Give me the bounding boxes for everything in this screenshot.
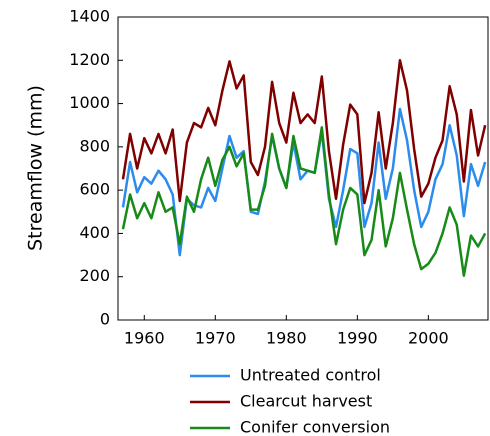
plot-frame: [117, 16, 489, 321]
y-tick-label: 800: [79, 136, 110, 155]
y-tick-label: 1000: [69, 93, 110, 112]
series-line: [121, 126, 487, 277]
x-tick-label: 1980: [266, 329, 307, 348]
x-tick-label: 2000: [408, 329, 449, 348]
y-tick-label: 200: [79, 266, 110, 285]
legend-label: Conifer conversion: [240, 418, 390, 436]
series-line: [121, 59, 487, 205]
x-tick-label: 1970: [195, 329, 236, 348]
legend-label: Untreated control: [240, 366, 381, 385]
y-tick-label: 0: [100, 310, 110, 329]
x-tick-label: 1960: [124, 329, 165, 348]
x-tick-label: 1990: [337, 329, 378, 348]
y-tick-label: 1400: [69, 7, 110, 26]
y-tick-label: 400: [79, 223, 110, 242]
y-tick-label: 1200: [69, 50, 110, 69]
y-axis-label: Streamflow (mm): [25, 85, 47, 251]
legend-label: Clearcut harvest: [240, 392, 372, 411]
y-tick-label: 600: [79, 180, 110, 199]
